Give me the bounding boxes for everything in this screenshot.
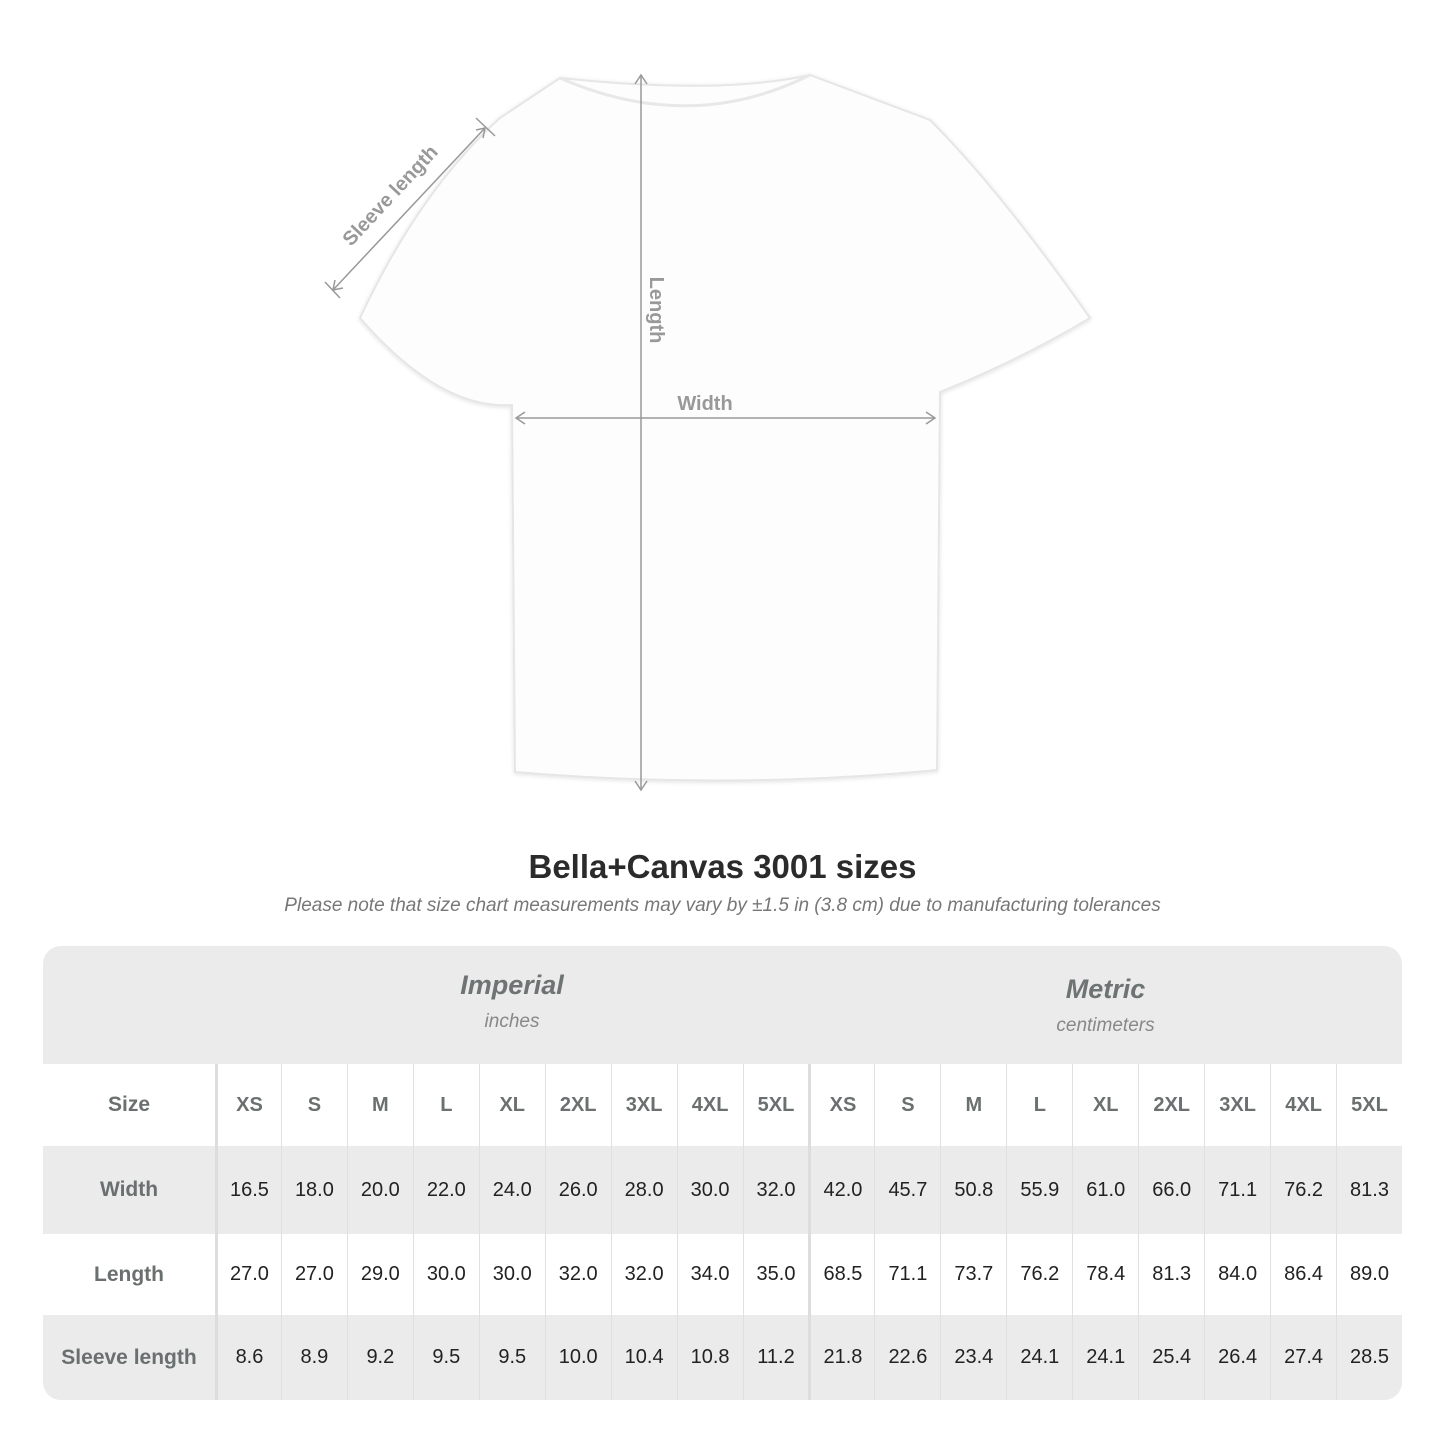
size-header-imperial: 5XL xyxy=(742,1064,809,1146)
table-cell-imperial: 20.0 xyxy=(346,1146,413,1234)
table-cell-imperial: 29.0 xyxy=(346,1234,413,1315)
imperial-header: Imperial inches xyxy=(215,946,809,1064)
metric-heading: Metric xyxy=(1065,974,1146,1004)
table-cell-imperial: 9.5 xyxy=(412,1315,479,1400)
size-header-imperial: 3XL xyxy=(610,1064,677,1146)
row-label: Length xyxy=(43,1234,215,1315)
table-cell-metric: 42.0 xyxy=(808,1146,875,1234)
table-cell-metric: 84.0 xyxy=(1204,1234,1271,1315)
table-cell-metric: 24.1 xyxy=(1072,1315,1139,1400)
table-cell-imperial: 32.0 xyxy=(544,1234,611,1315)
table-cell-imperial: 16.5 xyxy=(215,1146,281,1234)
table-cell-metric: 71.1 xyxy=(874,1234,941,1315)
table-cell-imperial: 8.9 xyxy=(280,1315,347,1400)
size-header-metric: XS xyxy=(808,1064,875,1146)
size-header-metric: XL xyxy=(1072,1064,1139,1146)
table-cell-metric: 24.1 xyxy=(1006,1315,1073,1400)
tshirt-diagram: Sleeve length Length Width xyxy=(324,73,1092,792)
size-chart-table: Imperial inches Metric centimeters Size X… xyxy=(43,946,1402,1400)
row-label: Width xyxy=(43,1146,215,1234)
table-cell-imperial: 18.0 xyxy=(280,1146,347,1234)
size-header-metric: M xyxy=(940,1064,1007,1146)
table-cell-metric: 26.4 xyxy=(1204,1315,1271,1400)
tolerance-note: Please note that size chart measurements… xyxy=(284,895,1161,916)
table-cell-imperial: 30.0 xyxy=(478,1234,545,1315)
table-cell-metric: 50.8 xyxy=(940,1146,1007,1234)
table-cell-metric: 73.7 xyxy=(940,1234,1007,1315)
size-header-imperial: L xyxy=(412,1064,479,1146)
table-cell-metric: 66.0 xyxy=(1138,1146,1205,1234)
size-header-imperial: 2XL xyxy=(544,1064,611,1146)
table-cell-metric: 68.5 xyxy=(808,1234,875,1315)
table-cell-imperial: 27.0 xyxy=(215,1234,281,1315)
size-grid: Size XS S M L XL 2XL 3XL 4XL 5XL XS S M L XL 2XL 3XL 4XL 5… xyxy=(43,1064,1402,1400)
table-cell-metric: 76.2 xyxy=(1006,1234,1073,1315)
size-header-imperial: XL xyxy=(478,1064,545,1146)
table-cell-imperial: 35.0 xyxy=(742,1234,809,1315)
table-cell-metric: 21.8 xyxy=(808,1315,875,1400)
table-cell-imperial: 24.0 xyxy=(478,1146,545,1234)
table-cell-metric: 22.6 xyxy=(874,1315,941,1400)
length-label: Length xyxy=(645,277,667,344)
table-cell-imperial: 11.2 xyxy=(742,1315,809,1400)
table-cell-imperial: 22.0 xyxy=(412,1146,479,1234)
table-cell-imperial: 28.0 xyxy=(610,1146,677,1234)
table-cell-metric: 45.7 xyxy=(874,1146,941,1234)
table-cell-imperial: 32.0 xyxy=(742,1146,809,1234)
imperial-heading: Imperial xyxy=(460,970,564,1000)
size-header-imperial: S xyxy=(280,1064,347,1146)
page-title: Bella+Canvas 3001 sizes xyxy=(528,848,917,885)
table-cell-metric: 25.4 xyxy=(1138,1315,1205,1400)
metric-header: Metric centimeters xyxy=(809,946,1402,1064)
size-header-metric: S xyxy=(874,1064,941,1146)
table-cell-imperial: 26.0 xyxy=(544,1146,611,1234)
table-cell-metric: 27.4 xyxy=(1270,1315,1337,1400)
table-cell-imperial: 10.4 xyxy=(610,1315,677,1400)
table-cell-metric: 55.9 xyxy=(1006,1146,1073,1234)
table-cell-imperial: 8.6 xyxy=(215,1315,281,1400)
metric-unit: centimeters xyxy=(1056,1015,1155,1036)
size-header-imperial: XS xyxy=(215,1064,281,1146)
size-header-metric: 4XL xyxy=(1270,1064,1337,1146)
table-cell-metric: 76.2 xyxy=(1270,1146,1337,1234)
size-header-imperial: 4XL xyxy=(676,1064,743,1146)
table-cell-metric: 78.4 xyxy=(1072,1234,1139,1315)
table-cell-imperial: 9.5 xyxy=(478,1315,545,1400)
table-cell-metric: 81.3 xyxy=(1336,1146,1402,1234)
table-cell-metric: 71.1 xyxy=(1204,1146,1271,1234)
size-header-metric: L xyxy=(1006,1064,1073,1146)
size-header-imperial: M xyxy=(346,1064,413,1146)
table-cell-imperial: 30.0 xyxy=(412,1234,479,1315)
size-header-label: Size xyxy=(43,1064,215,1146)
table-cell-metric: 23.4 xyxy=(940,1315,1007,1400)
size-header-metric: 3XL xyxy=(1204,1064,1271,1146)
sleeve-measure-line xyxy=(332,127,486,291)
table-cell-imperial: 30.0 xyxy=(676,1146,743,1234)
width-label: Width xyxy=(677,393,732,415)
tshirt-shape xyxy=(358,73,1092,782)
table-cell-imperial: 10.0 xyxy=(544,1315,611,1400)
size-header-metric: 5XL xyxy=(1336,1064,1402,1146)
table-cell-metric: 81.3 xyxy=(1138,1234,1205,1315)
table-cell-imperial: 9.2 xyxy=(346,1315,413,1400)
table-cell-metric: 28.5 xyxy=(1336,1315,1402,1400)
size-header-metric: 2XL xyxy=(1138,1064,1205,1146)
imperial-unit: inches xyxy=(484,1011,540,1032)
table-cell-metric: 89.0 xyxy=(1336,1234,1402,1315)
table-cell-imperial: 27.0 xyxy=(280,1234,347,1315)
table-cell-imperial: 32.0 xyxy=(610,1234,677,1315)
table-cell-metric: 61.0 xyxy=(1072,1146,1139,1234)
table-cell-metric: 86.4 xyxy=(1270,1234,1337,1315)
table-cell-imperial: 34.0 xyxy=(676,1234,743,1315)
row-label: Sleeve length xyxy=(43,1315,215,1400)
table-cell-imperial: 10.8 xyxy=(676,1315,743,1400)
